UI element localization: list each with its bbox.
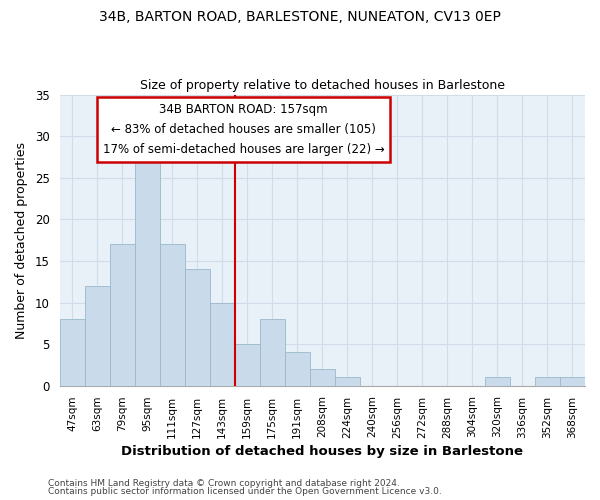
Bar [560, 378, 585, 386]
Bar [85, 286, 110, 386]
Title: Size of property relative to detached houses in Barlestone: Size of property relative to detached ho… [140, 79, 505, 92]
Bar [160, 244, 185, 386]
Text: Contains HM Land Registry data © Crown copyright and database right 2024.: Contains HM Land Registry data © Crown c… [48, 478, 400, 488]
Bar [59, 319, 85, 386]
Bar [134, 153, 160, 386]
Bar [260, 319, 285, 386]
Y-axis label: Number of detached properties: Number of detached properties [15, 142, 28, 338]
Bar [185, 269, 209, 386]
Bar [235, 344, 260, 386]
Bar [535, 378, 560, 386]
Bar [110, 244, 134, 386]
Bar [310, 369, 335, 386]
Bar [485, 378, 510, 386]
Bar [285, 352, 310, 386]
X-axis label: Distribution of detached houses by size in Barlestone: Distribution of detached houses by size … [121, 444, 523, 458]
Bar [335, 378, 360, 386]
Text: Contains public sector information licensed under the Open Government Licence v3: Contains public sector information licen… [48, 487, 442, 496]
Text: 34B BARTON ROAD: 157sqm
← 83% of detached houses are smaller (105)
17% of semi-d: 34B BARTON ROAD: 157sqm ← 83% of detache… [103, 104, 385, 156]
Bar [209, 302, 235, 386]
Text: 34B, BARTON ROAD, BARLESTONE, NUNEATON, CV13 0EP: 34B, BARTON ROAD, BARLESTONE, NUNEATON, … [99, 10, 501, 24]
